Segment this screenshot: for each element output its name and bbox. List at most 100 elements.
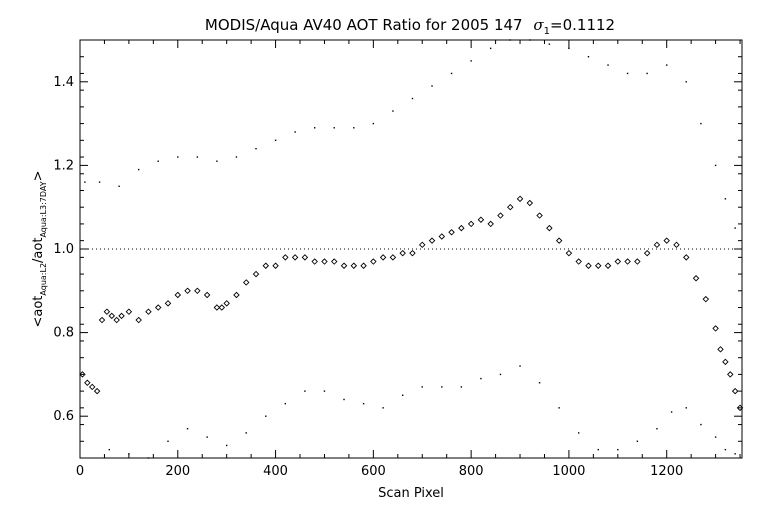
data-point-mean xyxy=(643,249,651,257)
data-point-upper xyxy=(568,47,570,50)
data-point-upper xyxy=(313,127,316,129)
data-point-mean xyxy=(213,304,221,311)
data-point-mean xyxy=(477,216,485,223)
data-point-upper xyxy=(646,72,648,75)
data-point-lower xyxy=(685,407,687,409)
data-point-mean xyxy=(727,371,734,378)
data-point-mean xyxy=(350,262,358,269)
data-point-mean xyxy=(722,358,729,366)
data-point-mean xyxy=(125,308,133,315)
data-point-mean xyxy=(409,249,416,257)
data-point-upper xyxy=(98,181,101,183)
data-point-upper xyxy=(392,110,394,112)
data-point-lower xyxy=(206,436,208,438)
data-point-lower xyxy=(441,386,443,388)
data-point-lower xyxy=(284,402,287,405)
data-point-upper xyxy=(685,81,687,83)
data-point-lower xyxy=(421,386,423,388)
data-point-upper xyxy=(431,85,433,87)
chart-title: MODIS/Aqua AV40 AOT Ratio for 2005 147 σ… xyxy=(205,16,615,37)
y-axis-tick-labels: 0.6 0.8 1.0 1.2 1.4 xyxy=(53,75,74,424)
x-tick-label: 600 xyxy=(361,464,386,479)
data-point-upper xyxy=(470,60,472,62)
data-point-mean xyxy=(717,346,724,353)
data-point-upper xyxy=(372,122,375,125)
data-point-mean xyxy=(536,212,543,219)
data-point-upper xyxy=(587,56,590,58)
chart-title-main: MODIS/Aqua AV40 AOT Ratio for 2005 147 xyxy=(205,16,523,34)
data-point-upper xyxy=(666,64,668,66)
data-point-mean xyxy=(93,387,101,395)
data-point-lower xyxy=(499,373,502,376)
data-point-mean xyxy=(118,312,125,320)
data-point-lower xyxy=(382,407,384,409)
data-point-lower xyxy=(578,432,580,434)
x-tick-label: 1200 xyxy=(650,464,683,479)
data-point-mean xyxy=(145,308,152,315)
data-point-mean xyxy=(203,291,211,299)
data-point-mean xyxy=(653,241,661,249)
data-point-mean xyxy=(242,279,250,286)
data-point-upper xyxy=(255,147,257,150)
x-axis-ticks xyxy=(79,40,741,458)
y-tick-label: 1.0 xyxy=(53,242,74,257)
data-point-mean xyxy=(399,249,406,257)
data-point-upper xyxy=(353,127,355,129)
data-point-mean xyxy=(174,291,182,299)
data-point-upper xyxy=(548,43,551,45)
y-tick-label: 0.8 xyxy=(53,326,74,341)
data-point-lower xyxy=(323,390,326,392)
x-tick-label: 0 xyxy=(76,464,84,479)
data-point-upper xyxy=(177,156,179,158)
data-point-lower xyxy=(225,444,228,447)
x-axis-tick-labels: 0 200 400 600 800 1000 1200 xyxy=(76,464,683,479)
data-point-lower xyxy=(724,448,727,451)
data-point-mean xyxy=(389,254,397,261)
data-point-mean xyxy=(585,262,592,269)
data-point-lower xyxy=(265,415,267,417)
data-point-mean xyxy=(448,229,455,236)
data-point-mean xyxy=(233,291,240,299)
data-point-mean xyxy=(614,258,622,265)
data-point-mean xyxy=(282,254,289,261)
data-point-mean xyxy=(223,300,230,307)
data-point-upper xyxy=(216,160,218,162)
y-label-sub-2: Aqua:L3:7DAY xyxy=(39,181,48,237)
data-point-upper xyxy=(626,72,629,75)
data-point-upper xyxy=(734,227,736,229)
data-point-mean xyxy=(419,241,426,249)
y-axis-ticks xyxy=(80,39,742,459)
x-axis-label: Scan Pixel xyxy=(378,486,444,501)
data-point-upper xyxy=(509,39,511,41)
data-point-lower xyxy=(480,377,482,380)
data-point-lower xyxy=(304,390,306,392)
data-point-lower xyxy=(519,365,521,367)
data-point-mean xyxy=(604,262,612,269)
data-point-mean xyxy=(731,387,739,395)
data-point-mean xyxy=(663,237,670,244)
chart-title-sigma-value: =0.1112 xyxy=(550,16,615,34)
data-point-mean xyxy=(428,237,436,244)
y-label-open: < xyxy=(31,317,46,328)
data-point-mean xyxy=(164,300,172,307)
data-point-mean xyxy=(218,304,226,311)
data-point-mean xyxy=(113,316,120,324)
data-point-mean xyxy=(702,295,710,303)
data-point-upper xyxy=(84,181,86,183)
data-point-lower xyxy=(734,453,736,455)
chart-title-sigma-symbol: σ xyxy=(533,16,544,34)
data-point-mean xyxy=(108,312,116,320)
data-point-lower xyxy=(401,394,404,396)
data-point-lower xyxy=(167,440,169,442)
data-point-lower xyxy=(343,398,345,401)
data-point-upper xyxy=(714,164,717,167)
data-point-lower xyxy=(460,386,463,388)
data-point-lower xyxy=(108,448,111,451)
data-point-mean xyxy=(673,241,680,249)
data-point-mean xyxy=(546,224,553,232)
data-point-upper xyxy=(333,127,335,129)
data-point-mean xyxy=(692,275,700,282)
data-point-mean xyxy=(331,258,338,265)
data-point-mean xyxy=(467,220,475,228)
data-point-upper xyxy=(137,168,140,171)
